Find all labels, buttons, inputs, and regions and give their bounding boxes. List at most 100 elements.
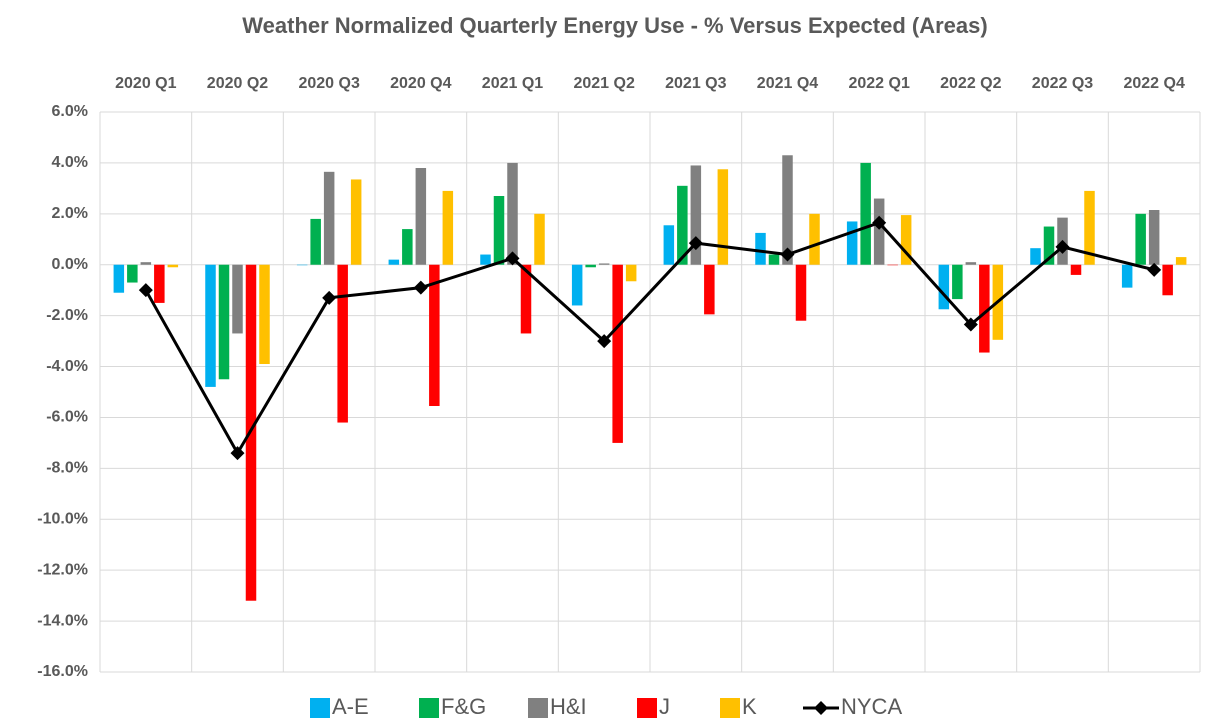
bar bbox=[979, 264, 990, 353]
bar bbox=[232, 264, 243, 334]
bar bbox=[1148, 210, 1160, 265]
bar bbox=[625, 264, 637, 282]
bar bbox=[1121, 264, 1133, 288]
marker bbox=[872, 215, 887, 230]
x-tick-label: 2021 Q3 bbox=[665, 75, 726, 92]
x-tick-label: 2021 Q1 bbox=[482, 75, 543, 92]
bar bbox=[205, 264, 216, 387]
bar bbox=[663, 225, 675, 265]
marker bbox=[688, 236, 703, 251]
y-tick-label: 4.0% bbox=[52, 154, 88, 171]
bar bbox=[310, 218, 321, 265]
bar bbox=[442, 190, 454, 265]
x-tick-label: 2022 Q1 bbox=[848, 75, 909, 92]
marker bbox=[1147, 262, 1162, 277]
marker bbox=[597, 334, 612, 349]
bar bbox=[598, 263, 610, 265]
x-tick-label: 2021 Q2 bbox=[573, 75, 634, 92]
legend-label: NYCA bbox=[841, 694, 902, 719]
x-tick-label: 2022 Q3 bbox=[1032, 75, 1093, 92]
y-tick-label: -8.0% bbox=[46, 460, 88, 477]
bar bbox=[900, 215, 912, 265]
legend-swatch bbox=[310, 698, 330, 718]
x-tick-label: 2021 Q4 bbox=[757, 75, 818, 92]
marker bbox=[780, 247, 795, 262]
bar bbox=[1175, 257, 1187, 265]
legend-label: J bbox=[659, 694, 670, 719]
bar bbox=[809, 213, 820, 265]
bar bbox=[782, 155, 793, 265]
bar bbox=[1084, 190, 1095, 265]
x-tick-label: 2020 Q1 bbox=[115, 75, 176, 92]
bar bbox=[415, 168, 427, 265]
y-tick-label: -10.0% bbox=[37, 510, 88, 527]
bar bbox=[337, 264, 348, 423]
x-tick-label: 2022 Q4 bbox=[1123, 75, 1184, 92]
marker bbox=[963, 317, 978, 332]
bar bbox=[402, 229, 413, 265]
bar bbox=[571, 264, 583, 306]
bar bbox=[113, 264, 125, 293]
legend-marker bbox=[814, 701, 828, 715]
legend-swatch bbox=[720, 698, 740, 718]
bar bbox=[1030, 248, 1041, 265]
bar bbox=[1135, 213, 1146, 265]
y-tick-label: 2.0% bbox=[52, 205, 88, 222]
bar bbox=[612, 264, 623, 443]
bar bbox=[323, 171, 335, 265]
marker bbox=[505, 251, 520, 266]
marker bbox=[413, 280, 428, 295]
bar bbox=[480, 254, 491, 265]
line bbox=[144, 220, 1155, 457]
bar bbox=[585, 264, 596, 268]
bar bbox=[795, 264, 807, 321]
y-tick-label: -12.0% bbox=[37, 561, 88, 578]
marker bbox=[1055, 239, 1070, 254]
legend-label: A-E bbox=[332, 694, 369, 719]
bar bbox=[520, 264, 532, 334]
bar bbox=[429, 264, 440, 406]
bar bbox=[677, 185, 688, 265]
bar bbox=[350, 179, 362, 265]
bar bbox=[965, 262, 977, 265]
marker bbox=[138, 283, 153, 298]
bar bbox=[534, 213, 545, 265]
bar bbox=[1070, 264, 1082, 275]
bar bbox=[717, 169, 729, 265]
x-tick-label: 2020 Q4 bbox=[390, 75, 451, 92]
bar bbox=[127, 264, 138, 283]
legend-label: K bbox=[742, 694, 757, 719]
bar bbox=[1162, 264, 1173, 296]
y-tick-label: -4.0% bbox=[46, 358, 88, 375]
y-tick-label: 0.0% bbox=[52, 256, 88, 273]
bar bbox=[167, 264, 179, 268]
bar bbox=[493, 196, 505, 265]
bar bbox=[887, 264, 898, 266]
bar bbox=[860, 162, 871, 265]
bar bbox=[952, 264, 963, 300]
bar bbox=[388, 259, 400, 265]
bar bbox=[704, 264, 715, 315]
legend-label: F&G bbox=[441, 694, 486, 719]
x-tick-label: 2022 Q2 bbox=[940, 75, 1001, 92]
chart-title: Weather Normalized Quarterly Energy Use … bbox=[242, 13, 987, 38]
bar bbox=[755, 232, 766, 265]
bar bbox=[154, 264, 165, 303]
y-tick-label: 6.0% bbox=[52, 103, 88, 120]
bar bbox=[846, 221, 858, 265]
bar bbox=[873, 198, 885, 265]
bar bbox=[140, 262, 152, 265]
bar bbox=[259, 264, 270, 364]
legend-swatch bbox=[637, 698, 657, 718]
bar bbox=[218, 264, 230, 380]
legend-swatch bbox=[419, 698, 439, 718]
bar bbox=[768, 254, 780, 265]
legend-label: H&I bbox=[550, 694, 587, 719]
bar bbox=[507, 162, 518, 265]
y-tick-label: -14.0% bbox=[37, 612, 88, 629]
y-tick-label: -2.0% bbox=[46, 307, 88, 324]
bar bbox=[938, 264, 950, 310]
bar bbox=[1043, 226, 1055, 265]
y-tick-label: -6.0% bbox=[46, 409, 88, 426]
